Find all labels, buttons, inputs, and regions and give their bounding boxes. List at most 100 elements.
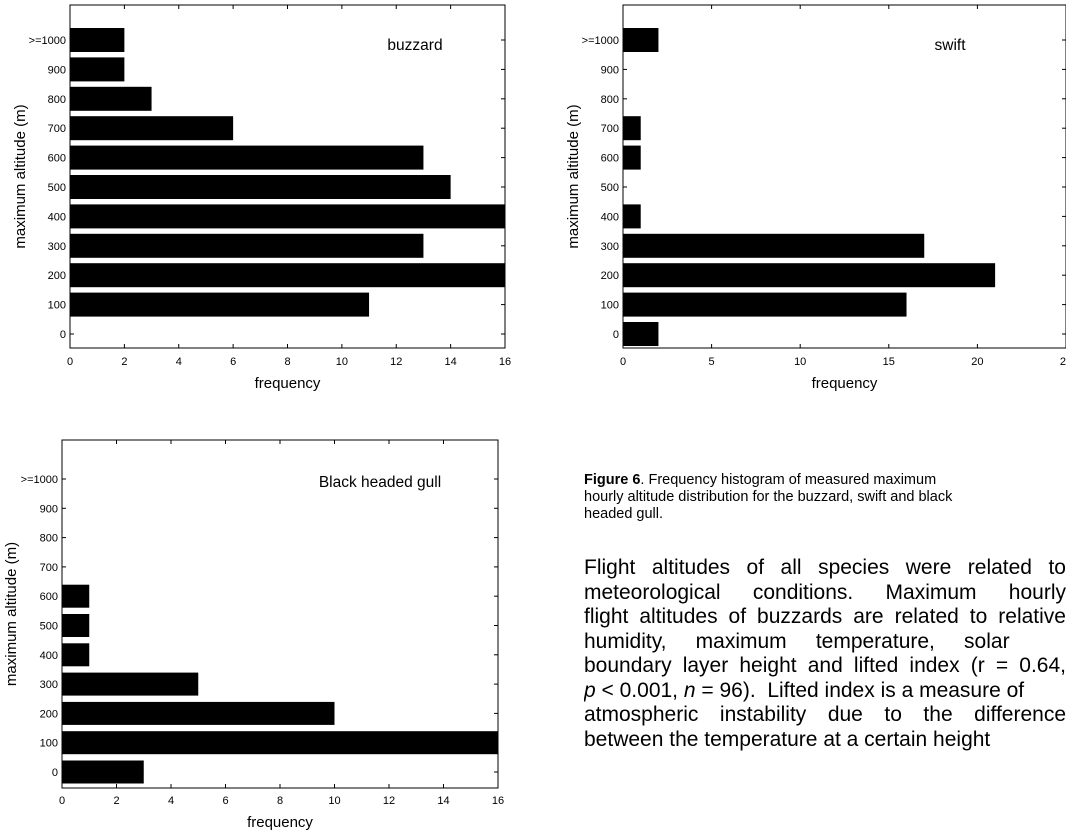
buzzard-ytick-label-0: 0: [60, 329, 66, 341]
swift-xtick-label-1: 5: [709, 356, 715, 368]
figure-caption: Figure 6. Frequency histogram of measure…: [584, 472, 1066, 523]
swift-ytick-label-7: 700: [601, 123, 619, 135]
gull-xtick-label-8: 16: [492, 795, 504, 807]
caption-line-3: headed gull.: [584, 506, 664, 522]
body-line-6: p < 0.001, n = 96). Lifted index is a me…: [584, 679, 1066, 704]
swift-ytick-label-9: 900: [601, 64, 619, 76]
gull-xtick-label-3: 6: [222, 795, 228, 807]
swift-xtick-label-2: 10: [794, 356, 806, 368]
buzzard-ytick-label-9: 900: [48, 64, 66, 76]
buzzard-ytick-label-5: 500: [48, 182, 66, 194]
buzzard-bar-5: [70, 175, 451, 199]
swift-ytick-label-0: 0: [613, 329, 619, 341]
swift-bar-7: [623, 116, 641, 141]
gull-ytick-label-1: 100: [40, 738, 58, 750]
swift-ytick-label-4: 400: [601, 211, 619, 223]
body-line-6-rest: = 96). Lifted index is a measure of: [695, 678, 1025, 702]
gull-xtick-label-2: 4: [168, 795, 174, 807]
gull-xtick-label-4: 8: [277, 795, 283, 807]
swift-bar-3: [623, 233, 925, 258]
gull-bar-2: [62, 701, 335, 725]
buzzard-xtick-label-4: 8: [284, 356, 290, 368]
buzzard-bar-4: [70, 204, 505, 229]
buzzard-bar-1: [70, 292, 370, 317]
gull-bar-5: [62, 614, 90, 637]
swift-xtick-label-0: 0: [620, 356, 626, 368]
swift-chart: 0 100 200 300 400 500 600 700 800 900 >=1000 0 5 10 15…: [565, 4, 1066, 392]
swift-annotation: swift: [935, 37, 967, 54]
caption-line-2: hourly altitude distribution for the buz…: [584, 489, 953, 505]
gull-ytick-label-0: 0: [52, 767, 58, 779]
body-paragraph: Flight altitudes of all species were rel…: [584, 556, 1066, 831]
buzzard-xtick-label-7: 14: [445, 356, 457, 368]
gull-xtick-label-5: 10: [328, 795, 340, 807]
buzzard-ytick-label-10: >=1000: [29, 35, 66, 47]
gull-bar-0: [62, 760, 144, 784]
buzzard-chart: 0 100 200 300 400 500 600 700 800 900 >=1000 0 2 4 6 8 1…: [12, 4, 511, 392]
swift-bar-6: [623, 145, 641, 170]
swift-ytick-label-2: 200: [601, 270, 619, 282]
swift-ytick-label-1: 100: [601, 300, 619, 312]
black-headed-gull-chart: 0 100 200 300 400 500 600 700 800 900 >=1000 0 2 4 6 8 1…: [3, 439, 504, 831]
body-line-2: meteorological conditions. Maximum hourl…: [584, 580, 1066, 604]
buzzard-annotation: buzzard: [387, 37, 442, 54]
buzzard-ytick-label-2: 200: [48, 270, 66, 282]
body-line-8: between the temperature at a certain hei…: [584, 727, 991, 751]
gull-xlabel: frequency: [247, 814, 313, 831]
buzzard-ytick-label-7: 700: [48, 123, 66, 135]
body-line-5: boundary layer height and lifted index (…: [584, 654, 1066, 677]
body-line-4: humidity, maximum temperature, solar: [584, 629, 1010, 653]
gull-xtick-label-6: 12: [383, 795, 395, 807]
gull-bar-6: [62, 584, 90, 608]
gull-ytick-label-4: 400: [40, 650, 58, 662]
swift-bar-10: [623, 28, 659, 52]
gull-bar-1: [62, 731, 498, 755]
swift-xtick-label-3: 15: [883, 356, 895, 368]
gull-ytick-label-2: 200: [40, 708, 58, 720]
swift-bar-0: [623, 322, 659, 346]
buzzard-bar-6: [70, 145, 424, 170]
buzzard-xtick-label-8: 16: [499, 356, 511, 368]
gull-ytick-label-3: 300: [40, 679, 58, 691]
gull-ytick-label-8: 800: [40, 533, 58, 545]
gull-bar-4: [62, 643, 90, 667]
gull-annotation: Black headed gull: [319, 474, 441, 491]
buzzard-ytick-label-4: 400: [48, 211, 66, 223]
swift-ytick-label-5: 500: [601, 182, 619, 194]
body-line-3: flight altitudes of buzzards are related…: [584, 605, 1066, 628]
p-symbol: p: [584, 678, 596, 702]
gull-ytick-label-5: 500: [40, 621, 58, 633]
buzzard-bar-7: [70, 116, 234, 141]
gull-xtick-label-1: 2: [113, 795, 119, 807]
swift-bar-1: [623, 292, 907, 317]
buzzard-xtick-label-3: 6: [230, 356, 236, 368]
swift-bar-2: [623, 263, 996, 288]
buzzard-bar-10: [70, 28, 125, 52]
swift-xtick-label-5: 25: [1060, 356, 1066, 368]
buzzard-bar-2: [70, 263, 505, 288]
buzzard-ytick-label-1: 100: [48, 300, 66, 312]
gull-ytick-label-6: 600: [40, 591, 58, 603]
gull-xtick-label-0: 0: [59, 795, 65, 807]
swift-xlabel: frequency: [812, 375, 878, 392]
buzzard-ytick-label-8: 800: [48, 94, 66, 106]
buzzard-xlabel: frequency: [255, 375, 321, 392]
body-line-1: Flight altitudes of all species were rel…: [584, 556, 1066, 579]
gull-bar-3: [62, 672, 199, 696]
buzzard-ytick-label-6: 600: [48, 153, 66, 165]
swift-plot-frame: [622, 4, 1066, 349]
figure-label: Figure 6: [584, 472, 641, 488]
buzzard-ylabel: maximum altitude (m): [12, 104, 29, 248]
swift-ytick-label-10: >=1000: [582, 35, 619, 47]
buzzard-xtick-label-2: 4: [176, 356, 182, 368]
gull-ytick-label-7: 700: [40, 562, 58, 574]
gull-ytick-label-10: >=1000: [21, 474, 58, 486]
buzzard-xtick-label-1: 2: [121, 356, 127, 368]
swift-ytick-label-3: 300: [601, 241, 619, 253]
swift-ytick-label-8: 800: [601, 94, 619, 106]
buzzard-bar-3: [70, 233, 424, 258]
swift-ytick-label-6: 600: [601, 153, 619, 165]
n-symbol: n: [683, 678, 696, 702]
swift-ylabel: maximum altitude (m): [565, 104, 582, 248]
body-line-7: atmospheric instability due to the diffe…: [584, 703, 1066, 726]
